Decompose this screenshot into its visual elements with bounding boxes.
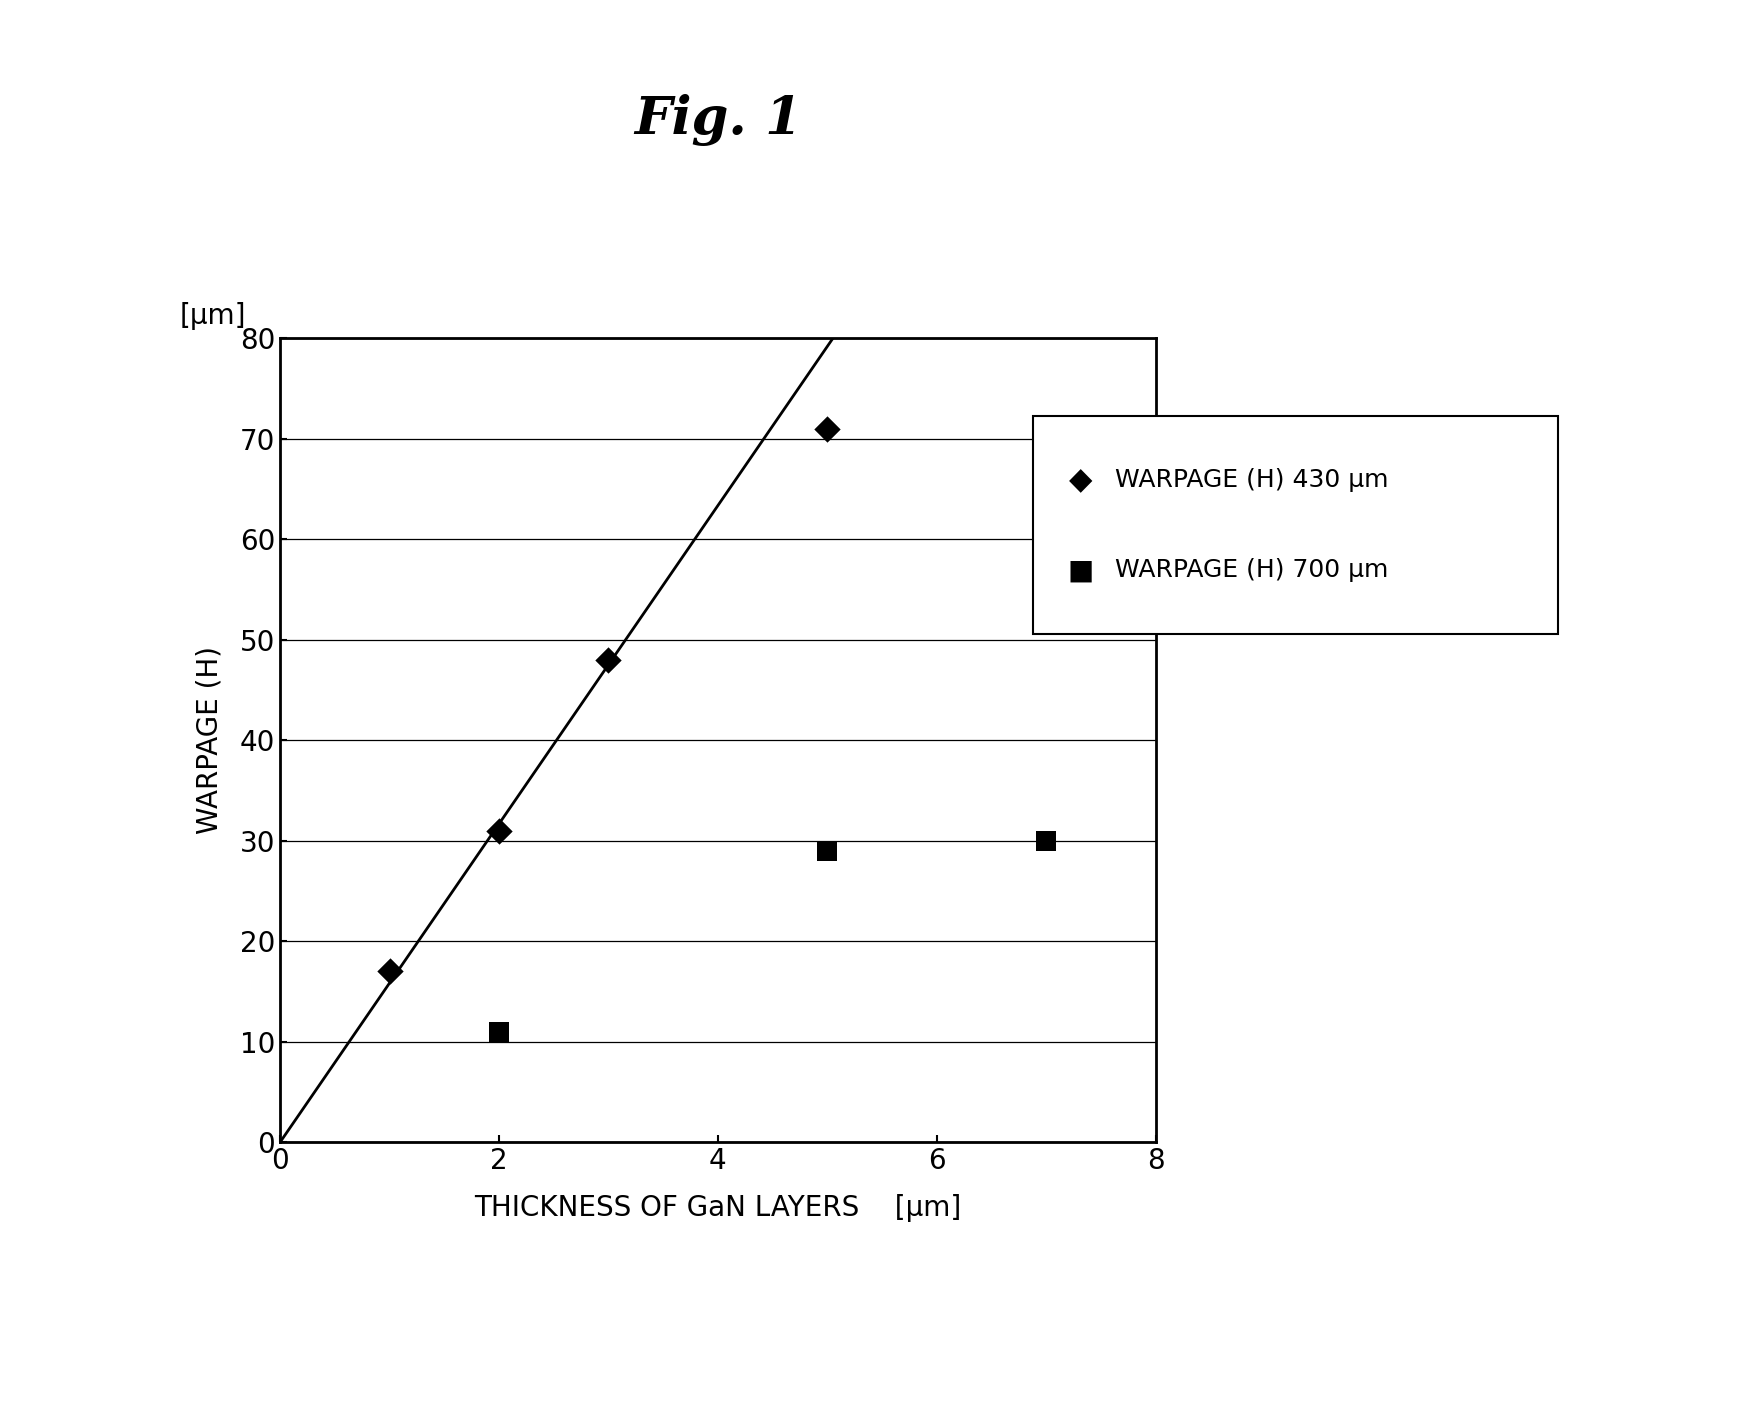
Text: ■: ■ [1068, 556, 1093, 584]
Y-axis label: WARPAGE (H): WARPAGE (H) [194, 646, 222, 835]
Point [485, 819, 513, 842]
Point [1033, 829, 1061, 852]
Text: WARPAGE (H) 700 μm: WARPAGE (H) 700 μm [1115, 558, 1389, 582]
Point [1033, 417, 1061, 440]
Text: [μm]: [μm] [179, 302, 245, 330]
Text: Fig. 1: Fig. 1 [634, 94, 802, 145]
Point [485, 1021, 513, 1043]
Text: WARPAGE (H) 430 μm: WARPAGE (H) 430 μm [1115, 468, 1389, 492]
Point [375, 960, 403, 983]
X-axis label: THICKNESS OF GaN LAYERS    [μm]: THICKNESS OF GaN LAYERS [μm] [475, 1194, 961, 1222]
Point [812, 417, 840, 440]
Text: ◆: ◆ [1068, 465, 1093, 495]
Point [812, 839, 840, 862]
Point [594, 649, 623, 671]
